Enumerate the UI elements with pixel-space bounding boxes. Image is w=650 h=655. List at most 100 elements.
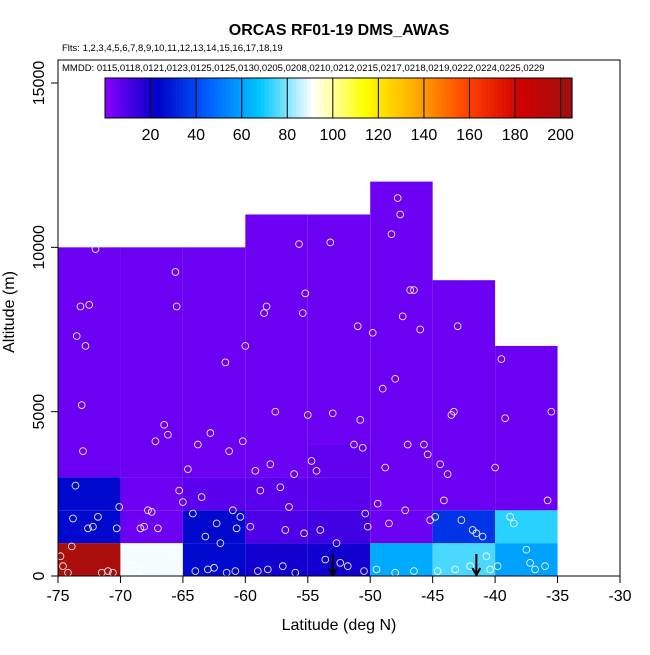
colorbar-tick-label: 20: [142, 127, 160, 144]
sample-point: [543, 496, 552, 505]
sample-point: [387, 230, 396, 239]
sample-point: [406, 286, 415, 294]
sample-point: [328, 409, 337, 418]
sample-point: [194, 440, 202, 449]
colorbar-segment: [404, 78, 410, 118]
sample-point: [140, 522, 149, 531]
colorbar-segment: [490, 78, 495, 118]
sample-point: [253, 567, 262, 575]
sample-point: [372, 565, 381, 574]
heatmap-cell: [182, 510, 246, 544]
colorbar-segment: [552, 78, 558, 118]
sample-point: [312, 466, 321, 475]
colorbar-segment: [459, 78, 464, 118]
colorbar-segment: [365, 78, 371, 118]
axes: -75 -70 -65 -60 -55 -50 -45 -40 -35 -30 0 5000 10000…: [31, 59, 632, 605]
sample-point: [378, 384, 387, 393]
arrow-head: [471, 567, 482, 578]
sample-point: [363, 522, 372, 531]
sample-point: [232, 524, 241, 533]
sample-point: [164, 430, 172, 439]
colorbar-segment: [132, 78, 137, 118]
heatmap-cell: [245, 477, 308, 511]
colorbar-frame: [104, 77, 573, 119]
x-tick-label: -65: [171, 588, 194, 605]
sample-point: [221, 358, 230, 367]
sample-point: [216, 539, 225, 547]
colorbar-segment: [280, 78, 285, 118]
heatmap-cell: [245, 214, 308, 478]
sample-point: [493, 562, 502, 570]
sample-point: [506, 512, 514, 521]
colorbar-segment: [140, 78, 145, 118]
colorbar-segment: [443, 78, 449, 118]
sample-point: [321, 555, 330, 564]
sample-point: [225, 447, 233, 455]
x-tick-label: -45: [421, 588, 444, 605]
sample-point: [147, 508, 156, 516]
sample-point: [326, 238, 335, 247]
colorbar-segment: [163, 78, 168, 118]
sample-point: [453, 322, 462, 331]
sample-point: [440, 496, 448, 505]
colorbar-segment: [482, 78, 487, 118]
colorbar-segment: [311, 78, 316, 118]
heatmap-cell: [120, 543, 183, 576]
sample-point: [136, 524, 145, 533]
sample-point: [451, 565, 459, 574]
sample-point: [285, 503, 293, 511]
colorbar-segment: [420, 78, 425, 118]
colorbar-segment: [431, 78, 437, 118]
sample-point: [84, 524, 92, 533]
colorbar-segment: [237, 78, 242, 118]
colorbar-segment: [322, 78, 328, 118]
colorbar-segment: [225, 78, 231, 118]
colorbar-segment: [381, 78, 386, 118]
colorbar-segment: [544, 78, 550, 118]
colorbar-segment: [486, 78, 491, 118]
colorbar-segment: [303, 78, 308, 118]
sample-point: [189, 509, 197, 518]
sample-point: [126, 567, 135, 575]
heatmap-cell: [370, 543, 433, 576]
colorbar-segment: [556, 78, 561, 118]
sample-point: [81, 342, 90, 350]
sample-point: [385, 519, 393, 528]
colorbar-segment: [361, 78, 367, 118]
heatmap-cell: [182, 477, 246, 511]
colorbar-segment: [217, 78, 223, 118]
colorbar-segment: [373, 78, 379, 118]
heatmap-cell: [432, 280, 496, 511]
heatmap-cell: [307, 214, 371, 445]
sample-point: [298, 309, 307, 317]
colorbar-segment: [245, 78, 250, 118]
colorbar-segment: [536, 78, 542, 118]
sample-point: [94, 512, 102, 521]
colorbar-segment: [392, 78, 398, 118]
colorbar-segment: [564, 78, 569, 118]
colorbar-segment: [400, 78, 406, 118]
colorbar-tick-label: 80: [278, 127, 296, 144]
sample-point: [67, 542, 76, 551]
sample-point: [241, 342, 250, 350]
sample-point: [472, 529, 481, 538]
heatmap-cell: [120, 477, 183, 511]
plot-area: [56, 181, 558, 578]
heatmap-cell: [307, 444, 371, 478]
sample-point: [482, 552, 491, 561]
sample-point: [316, 526, 325, 534]
colorbar-segment: [533, 78, 538, 118]
sample-point: [260, 309, 268, 317]
colorbar-segment: [182, 78, 188, 118]
colorbar-segment: [389, 78, 394, 118]
colorbar-segment: [151, 78, 157, 118]
colorbar-segment: [190, 78, 196, 118]
sample-point: [266, 460, 275, 469]
sample-point: [361, 509, 370, 518]
sample-point: [191, 567, 200, 575]
sample-point: [420, 440, 428, 449]
sample-point: [212, 519, 221, 528]
x-tick-label: -30: [608, 588, 631, 605]
heatmap-cell: [432, 510, 496, 544]
